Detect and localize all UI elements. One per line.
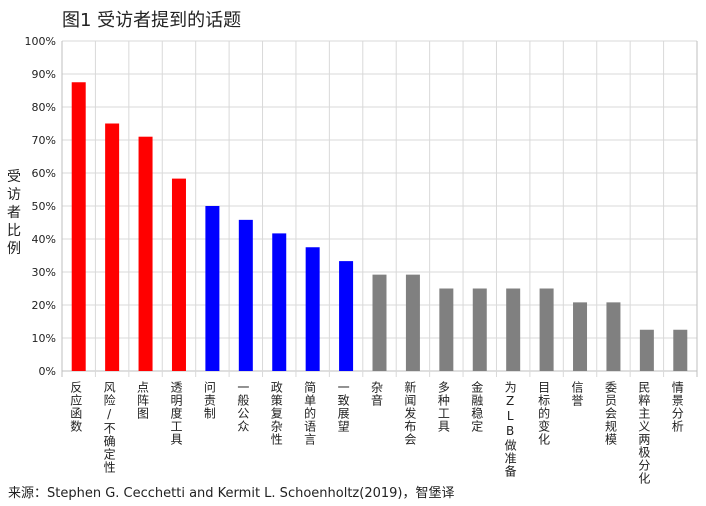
x-tick-label: 政策复杂性 xyxy=(269,381,283,446)
bar-14 xyxy=(506,288,521,371)
x-tick-label: 透明度工具 xyxy=(169,381,183,446)
bar-2 xyxy=(105,123,120,371)
bar-11 xyxy=(405,274,420,371)
bar-9 xyxy=(339,261,354,371)
x-tick-label: 风险/不确定性 xyxy=(102,381,116,474)
x-tick-label: 为ZLB做准备 xyxy=(503,381,517,478)
x-tick-label: 金融稳定 xyxy=(470,380,484,433)
x-tick-label: 点阵图 xyxy=(136,381,150,420)
x-tick-label: 简单的语言 xyxy=(303,381,317,446)
bar-15 xyxy=(539,288,554,371)
y-tick-label: 50% xyxy=(32,200,56,213)
bar-4 xyxy=(171,178,186,371)
bar-5 xyxy=(205,206,220,371)
y-tick-label: 80% xyxy=(32,101,56,114)
y-tick-label: 40% xyxy=(32,233,56,246)
x-tick-label: 问责制 xyxy=(202,381,216,420)
x-tick-label: 情景分析 xyxy=(670,381,684,433)
x-tick-label: 目标的变化 xyxy=(537,381,551,446)
y-tick-label: 90% xyxy=(32,68,56,81)
bar-16 xyxy=(573,302,588,371)
x-tick-label: 杂音 xyxy=(370,381,384,407)
x-tick-label: 反应函数 xyxy=(69,381,83,433)
bar-12 xyxy=(439,288,454,371)
y-tick-label: 10% xyxy=(32,332,56,345)
y-axis-label: 受访者比例 xyxy=(7,169,21,257)
y-tick-label: 60% xyxy=(32,167,56,180)
bar-13 xyxy=(472,288,487,371)
bar-6 xyxy=(238,219,253,371)
x-tick-label: 新闻发布会 xyxy=(403,380,417,446)
bar-19 xyxy=(673,329,688,371)
source-note: 来源：Stephen G. Cecchetti and Kermit L. Sc… xyxy=(8,486,455,501)
bar-17 xyxy=(606,302,621,371)
bar-10 xyxy=(372,274,387,371)
bar-7 xyxy=(272,233,287,371)
x-tick-labels: 反应函数 风险/不确定性 点阵图 透明度工具 问责制 一般公众 政策复杂性 简单的语言 一致展望… xyxy=(69,380,685,485)
bars xyxy=(71,82,688,371)
x-tick-label: 委员会规模 xyxy=(603,381,617,446)
bar-18 xyxy=(639,329,654,371)
bar-1 xyxy=(71,82,86,371)
y-tick-label: 100% xyxy=(25,35,56,48)
x-tick-label: 一般公众 xyxy=(236,381,250,433)
y-tick-labels: 0% 10% 20% 30% 40% 50% 60% 70% 80% 90% 100% xyxy=(25,35,56,378)
y-tick-label: 70% xyxy=(32,134,56,147)
x-tick-label: 一致展望 xyxy=(336,381,350,433)
y-tick-label: 20% xyxy=(32,299,56,312)
x-tick-label: 民粹主义两极分化 xyxy=(637,381,651,485)
y-tick-label: 30% xyxy=(32,266,56,279)
x-tick-label: 多种工具 xyxy=(436,381,450,433)
y-tick-label: 0% xyxy=(39,365,56,378)
bar-8 xyxy=(305,247,320,371)
bar-3 xyxy=(138,136,153,371)
chart-title: 图1 受访者提到的话题 xyxy=(62,10,242,31)
x-tick-label: 信誉 xyxy=(570,381,584,407)
